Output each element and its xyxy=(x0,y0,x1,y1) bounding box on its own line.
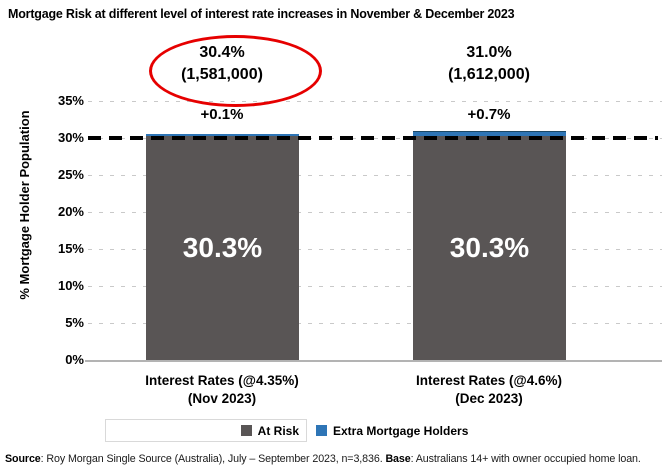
source-note: Source: Roy Morgan Single Source (Austra… xyxy=(5,451,659,467)
chart-title: Mortgage Risk at different level of inte… xyxy=(8,7,515,21)
reference-line-30pct xyxy=(88,136,658,140)
x-axis-category-label: Interest Rates (@4.35%) (Nov 2023) xyxy=(122,372,322,408)
delta-label: +0.1% xyxy=(200,106,244,123)
gridline xyxy=(88,286,662,287)
extra-holders-bar-segment xyxy=(146,134,299,136)
at-risk-bar-segment: 30.3% xyxy=(146,136,299,360)
y-tick-label: 0% xyxy=(65,352,84,367)
gridline xyxy=(88,323,662,324)
category-label-line2: (Dec 2023) xyxy=(455,391,523,406)
highlight-ellipse xyxy=(149,35,322,107)
legend-label-at-risk: At Risk xyxy=(257,423,299,438)
y-tick-label: 35% xyxy=(57,93,84,108)
y-tick-label: 5% xyxy=(65,315,84,330)
total-percentage-label: 31.0% xyxy=(466,44,512,61)
population-count-label: (1,612,000) xyxy=(448,66,530,83)
base-text: : Australians 14+ with owner occupied ho… xyxy=(410,453,641,465)
extra-holders-bar-segment xyxy=(413,131,566,137)
y-tick-label: 25% xyxy=(57,167,84,182)
delta-label: +0.7% xyxy=(467,106,511,123)
y-axis-title: % Mortgage Holder Population xyxy=(17,110,32,300)
base-label: Base xyxy=(385,453,411,465)
legend-entry-extra: Extra Mortgage Holders xyxy=(316,419,468,442)
gridline xyxy=(88,101,662,102)
at-risk-bar-segment: 30.3% xyxy=(413,136,566,360)
source-label: Source xyxy=(5,453,41,465)
y-tick-label: 30% xyxy=(57,130,84,145)
category-label-line1: Interest Rates (@4.6%) xyxy=(416,373,562,388)
legend-label-extra: Extra Mortgage Holders xyxy=(333,423,469,438)
x-axis-baseline xyxy=(85,360,662,362)
gridline xyxy=(88,175,662,176)
category-label-line2: (Nov 2023) xyxy=(187,391,257,406)
y-tick-label: 10% xyxy=(57,278,84,293)
legend-swatch-at-risk xyxy=(240,425,252,436)
category-label-line1: Interest Rates (@4.35%) xyxy=(145,373,299,388)
y-tick-label: 20% xyxy=(57,204,84,219)
gridline xyxy=(88,249,662,250)
bar-value-label: 30.3% xyxy=(182,232,263,263)
legend-swatch-extra xyxy=(316,425,327,436)
x-axis-category-label: Interest Rates (@4.6%) (Dec 2023) xyxy=(389,372,589,408)
legend-box: At Risk xyxy=(105,419,307,442)
gridline xyxy=(88,212,662,213)
source-text: : Roy Morgan Single Source (Australia), … xyxy=(40,453,386,465)
bar-value-label: 30.3% xyxy=(449,232,530,263)
y-tick-label: 15% xyxy=(57,241,84,256)
